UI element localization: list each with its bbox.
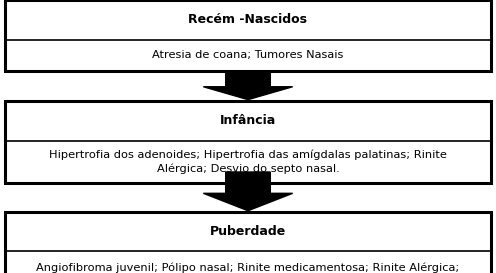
Text: Angiofibroma juvenil; Pólipo nasal; Rinite medicamentosa; Rinite Alérgica;
Hiper: Angiofibroma juvenil; Pólipo nasal; Rini… xyxy=(26,263,470,273)
Bar xyxy=(5,0,491,71)
Bar xyxy=(5,101,491,183)
Polygon shape xyxy=(203,172,293,211)
Text: Infância: Infância xyxy=(220,114,276,127)
Text: Puberdade: Puberdade xyxy=(210,225,286,238)
Text: Atresia de coana; Tumores Nasais: Atresia de coana; Tumores Nasais xyxy=(152,50,344,60)
Polygon shape xyxy=(203,71,293,100)
Bar xyxy=(5,212,491,273)
Text: Hipertrofia dos adenoides; Hipertrofia das amígdalas palatinas; Rinite
Alérgica;: Hipertrofia dos adenoides; Hipertrofia d… xyxy=(49,149,447,174)
Text: Recém -Nascidos: Recém -Nascidos xyxy=(188,13,308,26)
